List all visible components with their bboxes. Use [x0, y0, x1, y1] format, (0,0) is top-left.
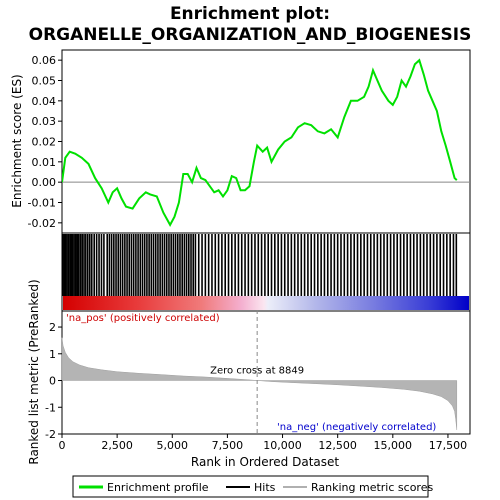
x-tick-label: 17,500: [429, 439, 468, 452]
na-pos-label: 'na_pos' (positively correlated): [66, 313, 220, 324]
zero-cross-label: Zero cross at 8849: [210, 366, 304, 377]
legend-hits-label: Hits: [254, 481, 276, 494]
metric-tick-label: 0: [49, 375, 56, 388]
rank-color-band: [63, 296, 469, 310]
es-tick-label: 0.05: [32, 75, 57, 88]
metric-tick-label: -2: [45, 428, 56, 441]
metric-axis-ticks: -2 -1 0 1 2: [45, 321, 62, 441]
chart-title-line2: ORGANELLE_ORGANIZATION_AND_BIOGENESIS: [29, 25, 472, 45]
es-tick-label: 0.01: [32, 156, 57, 169]
legend: Enrichment profile Hits Ranking metric s…: [72, 475, 433, 498]
hits-group: [61, 234, 458, 296]
es-tick-label: 0.02: [32, 136, 57, 149]
x-axis-ticks: 0 2,500 5,000 7,500 10,000 12,500 15,000 17,500: [59, 434, 468, 452]
es-axis-ticks: -0.02 -0.01 0.00 0.01 0.02 0.03 0.04 0.05 0.06: [28, 54, 62, 230]
ranking-metric-area: [61, 337, 458, 431]
legend-box: [72, 475, 429, 498]
es-panel: [61, 49, 471, 234]
es-tick-label: 0.03: [32, 115, 57, 128]
x-tick-label: 2,500: [101, 439, 133, 452]
x-tick-label: 10,000: [263, 439, 302, 452]
es-tick-label: 0.06: [32, 54, 57, 67]
metric-tick-label: -1: [45, 401, 56, 414]
x-tick-label: 0: [59, 439, 66, 452]
x-axis-label: Rank in Ordered Dataset: [191, 455, 339, 469]
x-tick-label: 7,500: [212, 439, 244, 452]
x-tick-label: 15,000: [374, 439, 413, 452]
x-tick-label: 5,000: [157, 439, 189, 452]
chart-title-line1: Enrichment plot:: [170, 4, 330, 24]
es-axis-label: Enrichment score (ES): [10, 74, 24, 207]
metric-axis-label: Ranked list metric (PreRanked): [27, 279, 41, 464]
legend-metric-label: Ranking metric scores: [311, 481, 433, 494]
es-tick-label: -0.02: [28, 217, 56, 230]
legend-profile-label: Enrichment profile: [107, 481, 209, 494]
es-tick-label: -0.01: [28, 197, 56, 210]
enrichment-profile-line: [62, 58, 458, 227]
es-tick-label: 0.00: [32, 176, 57, 189]
metric-tick-label: 2: [49, 321, 56, 334]
es-tick-label: 0.04: [32, 95, 57, 108]
metric-tick-label: 1: [49, 348, 56, 361]
na-neg-label: 'na_neg' (negatively correlated): [277, 422, 436, 433]
x-tick-label: 12,500: [318, 439, 357, 452]
